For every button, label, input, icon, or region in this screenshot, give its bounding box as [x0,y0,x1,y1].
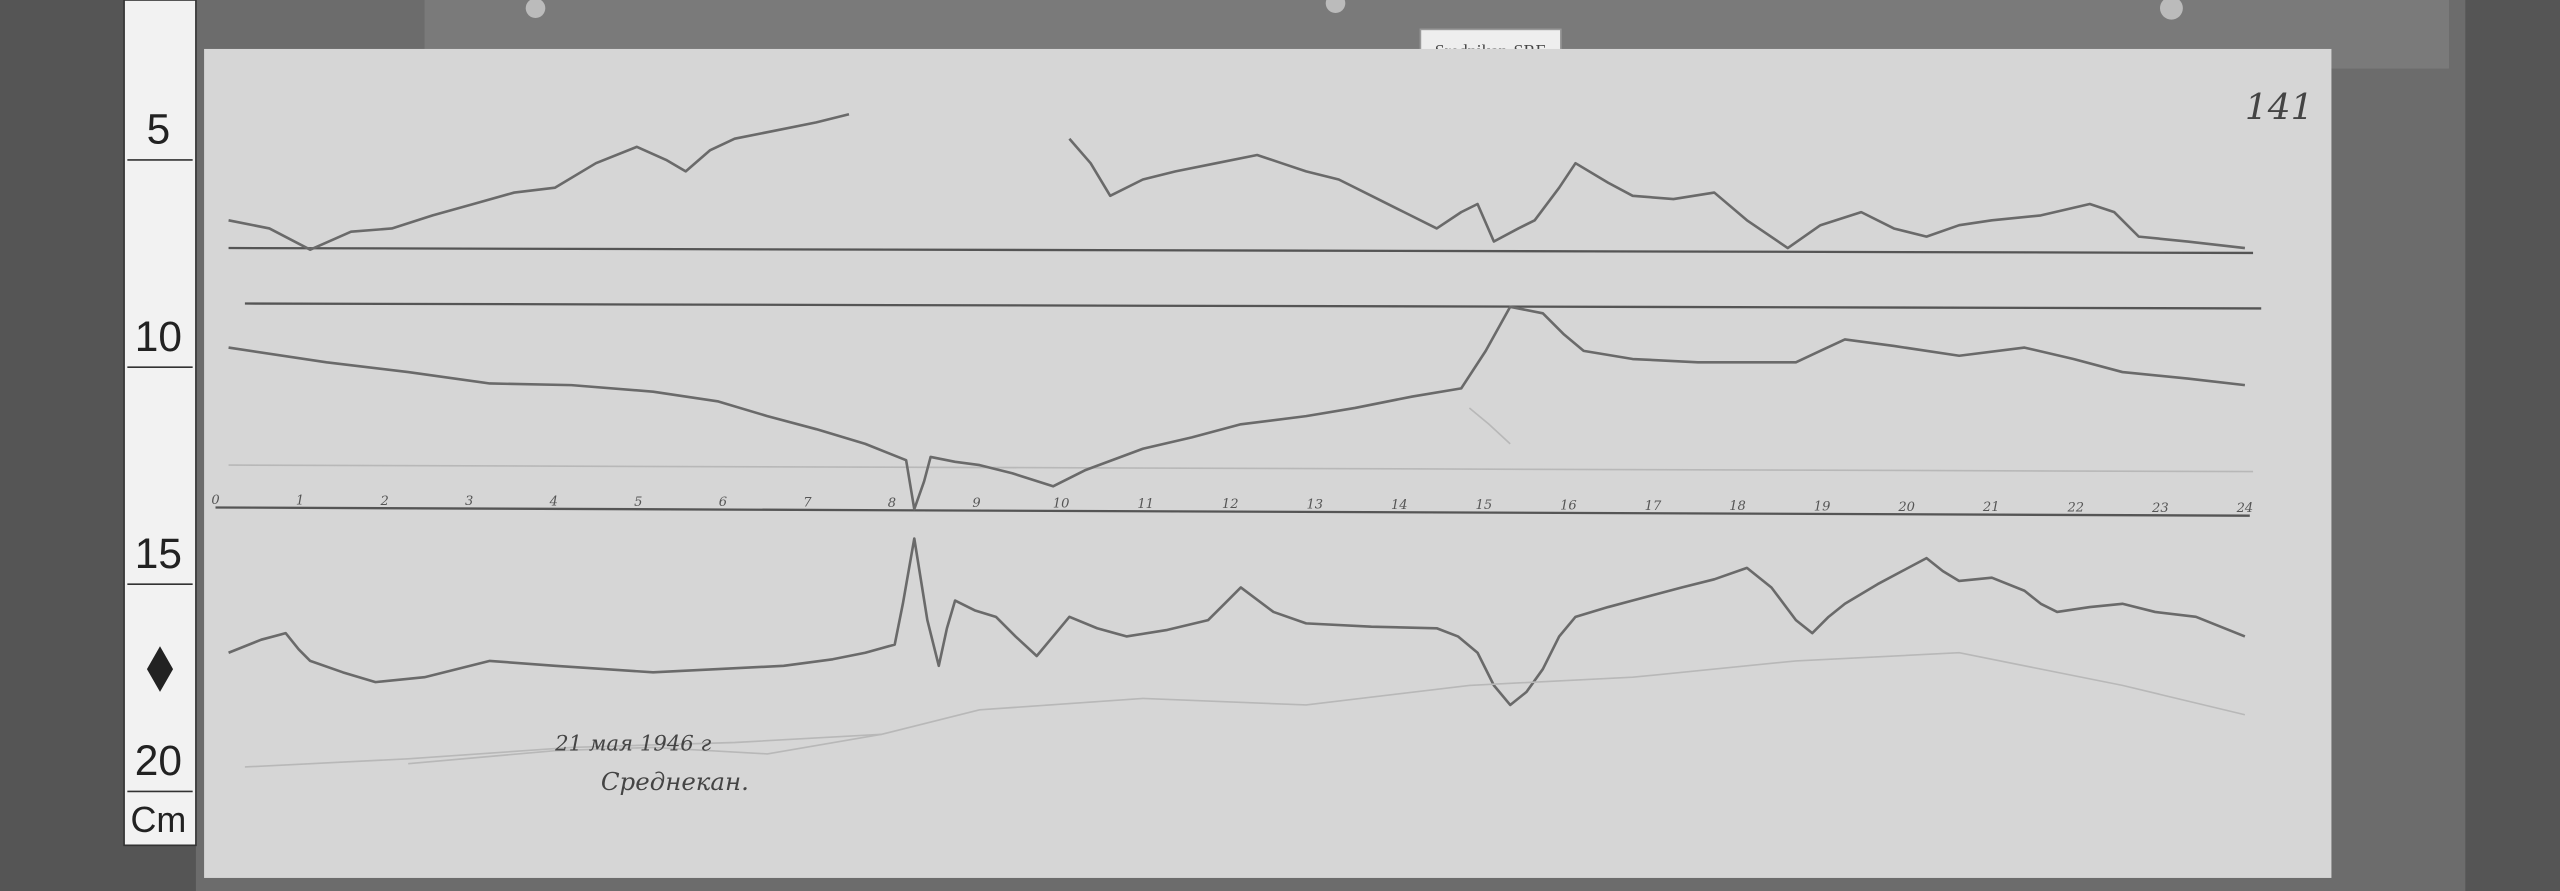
trace-h [228,112,850,251]
hour-label: 13 [1306,497,1323,512]
handwritten-date: 21 мая 1946 г [554,732,711,757]
hour-label: 3 [465,494,473,509]
hour-label: 7 [803,496,812,511]
hour-label: 20 [1897,500,1915,515]
ruler-marks: 5 10 15 20 [127,106,193,793]
hour-label: 1 [296,494,304,509]
baseline-d [244,302,2262,310]
hour-label: 22 [2066,500,2084,515]
hour-label: 14 [1391,498,1408,513]
trace-z [228,537,2246,707]
hour-label: 5 [634,495,642,510]
hour-label: 19 [1814,499,1831,514]
screw-icon [1325,0,1346,14]
baseline-h [228,246,2254,255]
ruler-mark: 20 [135,737,182,784]
hour-label: 2 [379,494,388,509]
paper-sheet [204,48,2332,878]
hour-label: 9 [972,496,980,511]
hour-label: 11 [1137,497,1154,512]
trace-d [228,305,2246,511]
screw-icon [2160,0,2183,20]
trace-h-continued [1068,137,2246,250]
hour-label: 23 [2151,501,2169,516]
ruler-mark: 15 [135,530,182,577]
ruler-unit: Cm [130,800,186,840]
hour-label: 8 [888,496,896,511]
hour-label: 0 [211,493,219,508]
time-axis [215,506,2250,517]
ruler-mark: 10 [135,313,182,360]
hour-label: 12 [1222,497,1239,512]
hour-labels: 0 1 2 3 4 5 6 7 8 9 10 11 12 13 14 15 16 17 18 19 20 21 22 23 24 [211,493,2253,516]
sheet-number: 141 [2245,87,2314,128]
paper-crease [244,733,882,768]
hour-label: 4 [549,495,558,510]
hour-label: 10 [1053,497,1070,512]
ruler-mark: 5 [147,106,171,153]
hour-label: 6 [719,495,727,510]
ruler [123,0,197,847]
trace-z-faint [408,651,2246,765]
hour-label: 24 [2236,501,2254,516]
hour-label: 16 [1560,498,1577,513]
baseline-z [228,464,2254,473]
hour-label: 21 [1982,500,2000,515]
hour-label: 17 [1645,499,1662,514]
trace-d-faint [1468,407,1511,445]
hour-label: 15 [1476,498,1493,513]
handwritten-place: Среднекан. [601,767,749,796]
screw-icon [525,0,546,18]
hour-label: 18 [1729,499,1746,514]
diamond-marker-icon [146,646,174,692]
